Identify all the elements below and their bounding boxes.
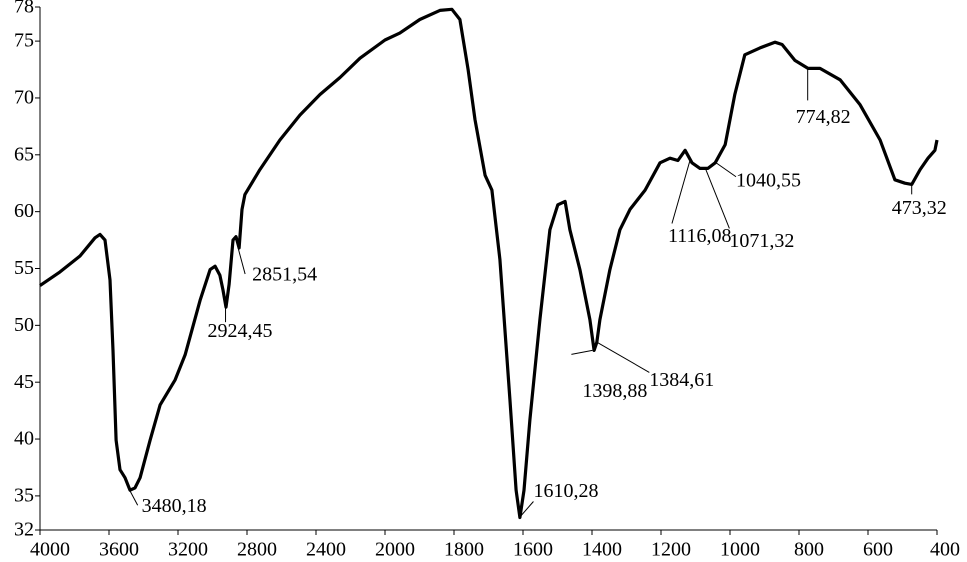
x-tick-label: 400 — [930, 539, 960, 561]
annotation-label: 774,82 — [796, 106, 851, 128]
x-tick-label: 1600 — [513, 539, 553, 561]
annotation-label: 3480,18 — [142, 495, 207, 517]
x-tick-label: 2800 — [237, 539, 277, 561]
annotation-label: 1384,61 — [649, 369, 714, 391]
y-tick-label: 65 — [14, 143, 34, 165]
y-tick-label: 55 — [14, 257, 34, 279]
x-tick-label: 2400 — [306, 539, 346, 561]
y-tick-label: 50 — [14, 314, 34, 336]
annotation-leader — [519, 501, 534, 518]
annotation-label: 1610,28 — [533, 480, 598, 502]
x-tick-label: 1400 — [582, 539, 622, 561]
annotation-leader — [237, 247, 246, 275]
x-tick-label: 3600 — [99, 539, 139, 561]
x-tick-label: 1800 — [444, 539, 484, 561]
annotation-label: 1116,08 — [668, 225, 732, 247]
y-tick-label: 40 — [14, 428, 34, 450]
x-tick-label: 2000 — [375, 539, 415, 561]
x-tick-label: 800 — [794, 539, 824, 561]
x-tick-label: 600 — [863, 539, 893, 561]
x-tick-label: 4000 — [30, 539, 70, 561]
x-tick-label: 1000 — [720, 539, 760, 561]
x-tick-label: 3200 — [168, 539, 208, 561]
annotation-leader — [597, 341, 650, 373]
y-tick-label: 78 — [14, 0, 34, 18]
y-tick-label: 35 — [14, 484, 34, 506]
y-tick-label: 60 — [14, 200, 34, 222]
annotation-label: 1040,55 — [736, 169, 801, 191]
annotation-label: 1398,88 — [582, 380, 647, 402]
annotation-leader — [704, 168, 730, 229]
annotation-label: 1071,32 — [729, 230, 794, 252]
y-tick-label: 75 — [14, 30, 34, 52]
annotation-label: 2924,45 — [208, 320, 273, 342]
spectrum-line — [39, 7, 939, 520]
annotation-leader — [671, 160, 691, 224]
y-tick-label: 45 — [14, 371, 34, 393]
annotation-leader — [715, 162, 737, 178]
y-tick-label: 32 — [14, 519, 34, 541]
x-tick-label: 1200 — [651, 539, 691, 561]
y-tick-label: 70 — [14, 87, 34, 109]
annotation-label: 473,32 — [892, 197, 947, 219]
annotation-leader — [129, 489, 139, 506]
annotation-label: 2851,54 — [252, 264, 317, 286]
annotation-leader — [571, 349, 593, 355]
